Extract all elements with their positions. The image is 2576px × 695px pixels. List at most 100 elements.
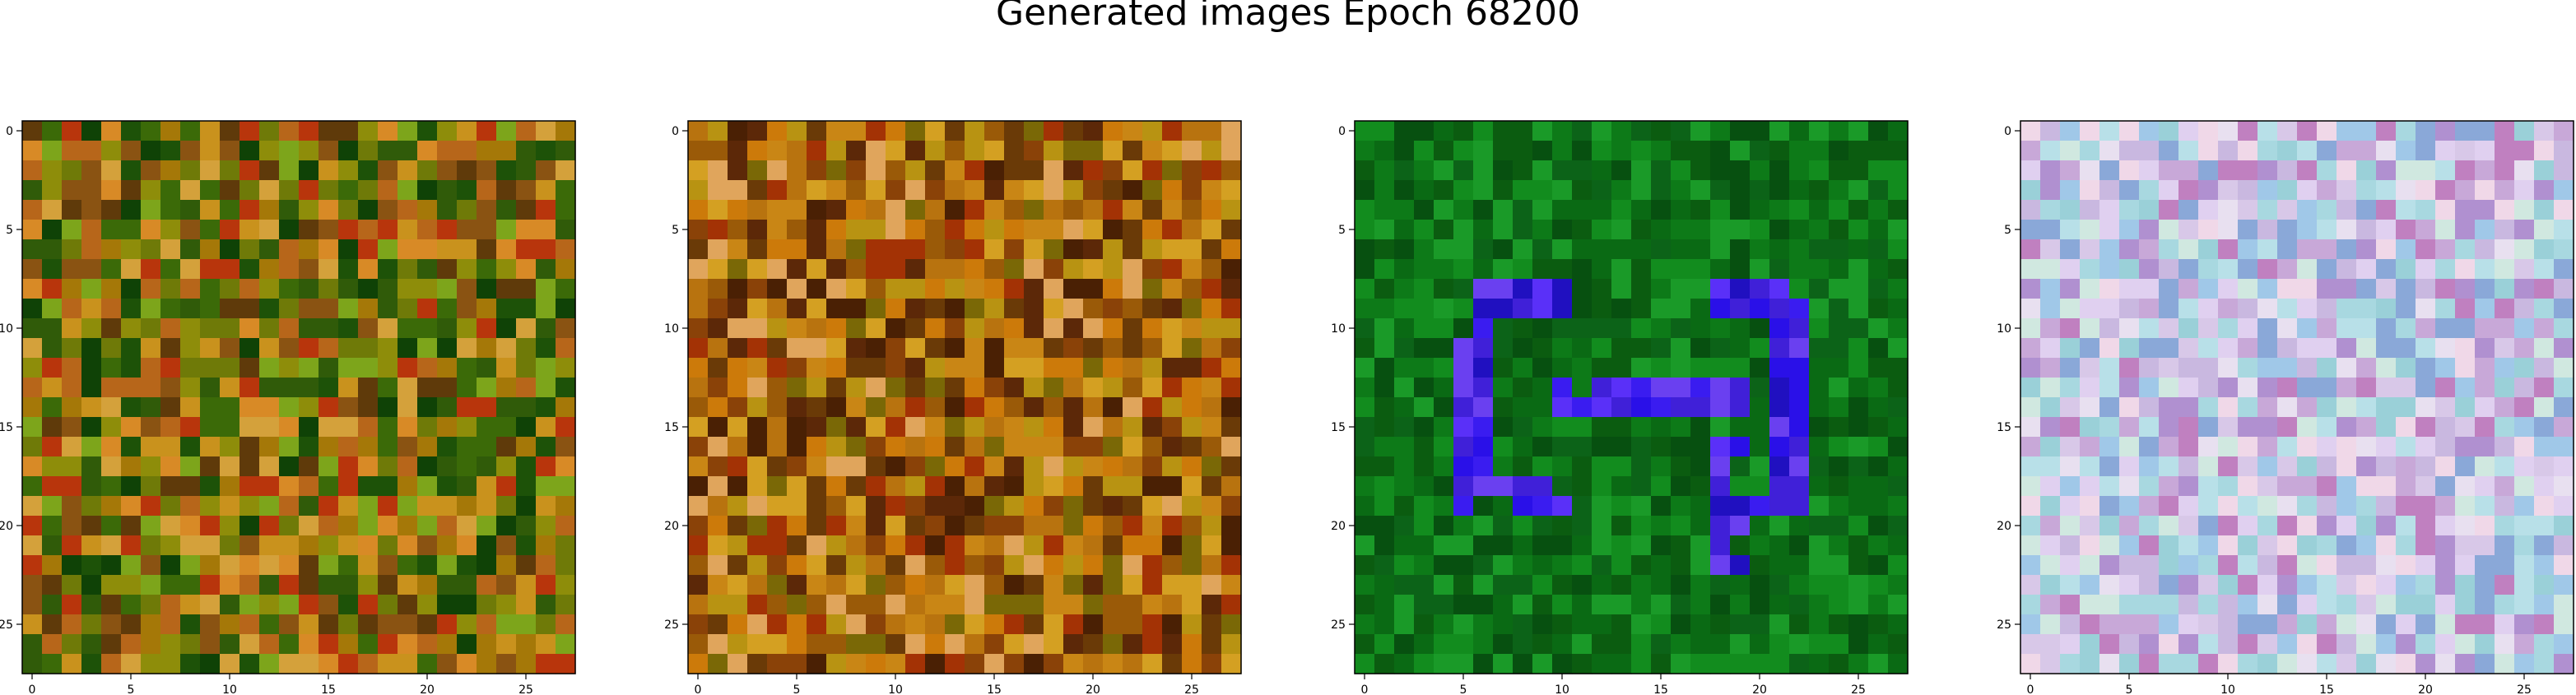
pixel-cell xyxy=(1453,180,1474,201)
pixel-cell xyxy=(1142,220,1163,240)
pixel-cell xyxy=(2534,141,2555,161)
pixel-cell xyxy=(1809,200,1830,220)
pixel-cell xyxy=(767,437,788,457)
pixel-cell xyxy=(358,299,379,319)
pixel-cell xyxy=(319,614,339,635)
pixel-cell xyxy=(101,239,122,260)
pixel-cell xyxy=(319,358,339,378)
pixel-cell xyxy=(2495,397,2515,418)
pixel-cell xyxy=(2238,555,2258,576)
pixel-cell xyxy=(1532,121,1553,141)
pixel-cell xyxy=(2514,378,2535,398)
pixel-cell xyxy=(2554,259,2574,280)
pixel-cell xyxy=(1750,397,1770,418)
pixel-cell xyxy=(945,575,965,595)
pixel-cell xyxy=(2198,318,2219,339)
pixel-cell xyxy=(728,496,748,517)
pixel-cell xyxy=(536,259,556,280)
pixel-cell xyxy=(1592,496,1612,517)
pixel-cell xyxy=(2356,555,2377,576)
pixel-cell xyxy=(2317,318,2337,339)
pixel-cell xyxy=(1493,378,1514,398)
pixel-cell xyxy=(1513,595,1533,615)
pixel-cell xyxy=(787,160,807,181)
pixel-cell xyxy=(1651,279,1672,299)
pixel-cell xyxy=(688,417,709,438)
pixel-cell xyxy=(905,200,926,220)
pixel-cell xyxy=(1690,141,1711,161)
pixel-cell xyxy=(1888,318,1909,339)
pixel-cell xyxy=(1750,121,1770,141)
pixel-cell xyxy=(2416,259,2436,280)
pixel-cell xyxy=(141,318,161,339)
pixel-cell xyxy=(299,456,319,477)
pixel-cell xyxy=(2356,239,2377,260)
pixel-cell xyxy=(1848,496,1869,517)
pixel-cell xyxy=(2178,299,2199,319)
pixel-cell xyxy=(688,141,709,161)
pixel-cell xyxy=(1552,200,1573,220)
pixel-cell xyxy=(688,437,709,457)
pixel-cell xyxy=(457,160,477,181)
pixel-cell xyxy=(2119,200,2140,220)
pixel-cell xyxy=(984,516,1005,536)
pixel-cell xyxy=(2238,180,2258,201)
pixel-cell xyxy=(2277,437,2298,457)
pixel-cell xyxy=(160,654,181,674)
pixel-cell xyxy=(925,200,946,220)
pixel-cell xyxy=(1611,437,1632,457)
pixel-cell xyxy=(2475,575,2495,595)
pixel-cell xyxy=(2139,160,2160,181)
pixel-cell xyxy=(319,160,339,181)
pixel-cell xyxy=(2139,516,2160,536)
y-tick-label: 10 xyxy=(1997,322,2011,336)
pixel-cell xyxy=(1789,535,1810,556)
pixel-cell xyxy=(2178,378,2199,398)
pixel-cell xyxy=(984,239,1005,260)
pixel-cell xyxy=(905,614,926,635)
pixel-cell xyxy=(1103,338,1123,359)
pixel-cell xyxy=(1611,476,1632,497)
pixel-cell xyxy=(1848,634,1869,655)
pixel-cell xyxy=(1162,220,1183,240)
pixel-cell xyxy=(1631,239,1652,260)
pixel-cell xyxy=(378,141,398,161)
pixel-cell xyxy=(2356,299,2377,319)
pixel-cell xyxy=(1473,121,1494,141)
pixel-cell xyxy=(457,358,477,378)
y-tick-label: 0 xyxy=(1338,125,1346,138)
pixel-cell xyxy=(1221,456,1242,477)
pixel-cell xyxy=(1123,121,1143,141)
pixel-cell xyxy=(826,378,847,398)
pixel-cell xyxy=(279,654,300,674)
pixel-cell xyxy=(1690,358,1711,378)
pixel-cell xyxy=(200,121,221,141)
pixel-cell xyxy=(1394,456,1415,477)
pixel-cell xyxy=(121,318,142,339)
pixel-cell xyxy=(2040,516,2061,536)
pixel-cell xyxy=(728,535,748,556)
pixel-cell xyxy=(2514,614,2535,635)
pixel-cell xyxy=(886,358,906,378)
pixel-cell xyxy=(905,654,926,674)
pixel-cell xyxy=(1651,397,1672,418)
pixel-cell xyxy=(1671,180,1691,201)
pixel-cell xyxy=(925,180,946,201)
pixel-cell xyxy=(2040,338,2061,359)
pixel-cell xyxy=(1552,417,1573,438)
pixel-cell xyxy=(2277,496,2298,517)
pixel-cell xyxy=(2198,496,2219,517)
pixel-cell xyxy=(239,318,260,339)
pixel-cell xyxy=(1809,279,1830,299)
pixel-cell xyxy=(259,338,280,359)
pixel-cell xyxy=(1434,614,1454,635)
pixel-cell xyxy=(2297,417,2318,438)
pixel-cell xyxy=(378,378,398,398)
pixel-cell xyxy=(477,555,497,576)
pixel-cell xyxy=(319,141,339,161)
pixel-cell xyxy=(1532,595,1553,615)
pixel-cell xyxy=(160,259,181,280)
pixel-cell xyxy=(2060,456,2081,477)
pixel-cell xyxy=(62,200,82,220)
